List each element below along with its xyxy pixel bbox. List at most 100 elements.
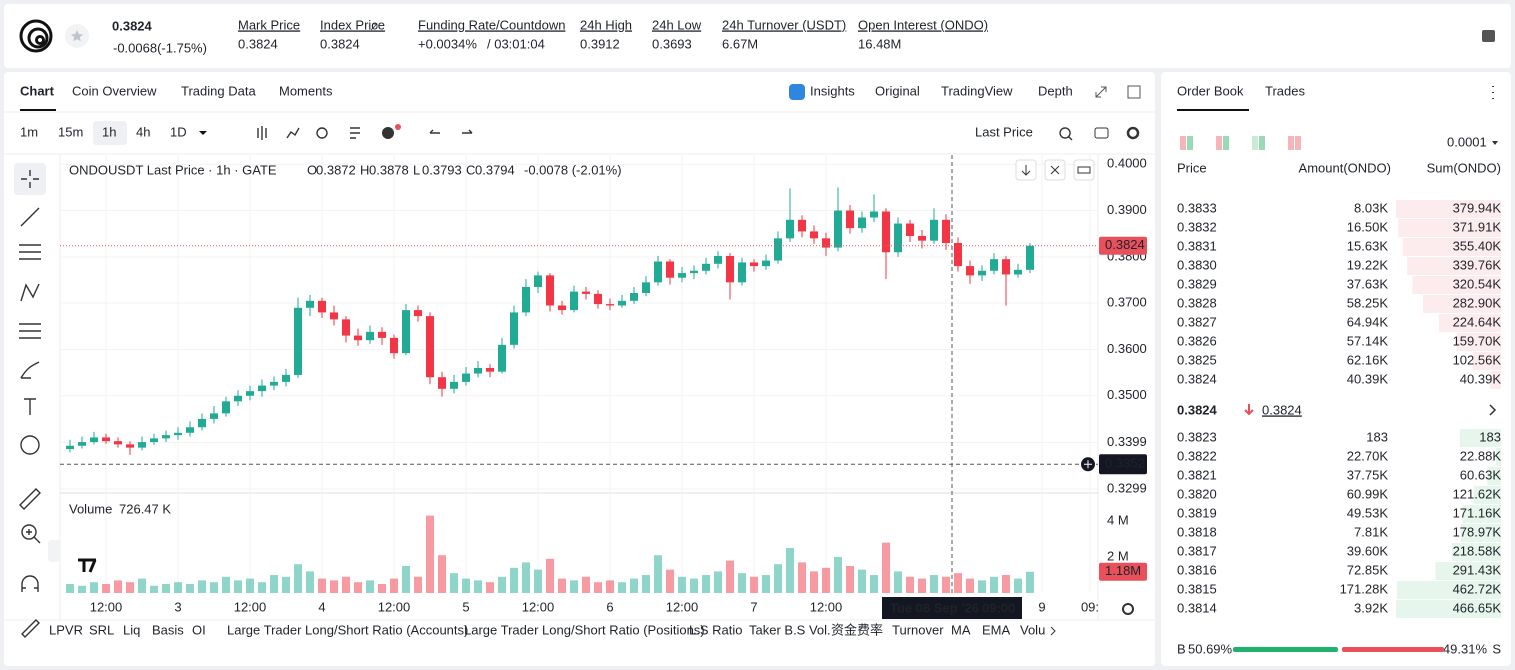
ob-view-green[interactable] (1295, 136, 1301, 150)
price-type[interactable]: Last Price (975, 124, 1033, 139)
doc-icon[interactable] (1482, 30, 1495, 42)
ob-price[interactable]: 0.3826 (1177, 333, 1217, 348)
candle-body (462, 373, 470, 382)
indicator[interactable]: MA (951, 622, 971, 637)
ob-price[interactable]: 0.3814 (1177, 600, 1217, 615)
view-tab[interactable]: Depth (1038, 83, 1073, 98)
ob-price[interactable]: 0.3816 (1177, 562, 1217, 577)
expand-icon[interactable] (1095, 86, 1107, 98)
volume-bar (582, 576, 590, 593)
indicator[interactable]: Large Trader Long/Short Ratio (Positions… (464, 622, 705, 637)
interval[interactable]: 1h (102, 124, 116, 139)
indicator-icon[interactable] (382, 127, 394, 139)
indicator[interactable]: Volu (1020, 622, 1045, 637)
volume-bar (966, 578, 974, 593)
volume-bar (786, 548, 794, 593)
ob-view-green[interactable] (1187, 136, 1193, 150)
ob-price[interactable]: 0.3820 (1177, 486, 1217, 501)
candle-body (822, 238, 830, 248)
ob-view-green[interactable] (1259, 136, 1265, 150)
candle-body (666, 261, 674, 278)
indicator[interactable]: Turnover (892, 622, 944, 637)
ob-price[interactable]: 0.3832 (1177, 219, 1217, 234)
interval[interactable]: 1D (170, 124, 187, 139)
ob-price[interactable]: 0.3825 (1177, 352, 1217, 367)
ob-precision[interactable]: 0.0001 (1447, 134, 1487, 149)
ob-tab[interactable]: Order Book (1177, 83, 1244, 98)
tab[interactable]: Coin Overview (72, 83, 157, 98)
ob-amount: 183 (1366, 429, 1388, 444)
volume-bar (858, 569, 866, 593)
window-icon[interactable] (1127, 85, 1141, 99)
ob-price[interactable]: 0.3822 (1177, 448, 1217, 463)
ob-price[interactable]: 0.3817 (1177, 543, 1217, 558)
ob-price[interactable]: 0.3824 (1177, 371, 1217, 386)
indicator[interactable]: LPVR (49, 622, 83, 637)
interval[interactable]: 15m (58, 124, 83, 139)
ob-price[interactable]: 0.3827 (1177, 314, 1217, 329)
indicator[interactable]: Liq (123, 622, 140, 637)
indicator[interactable]: OI (192, 622, 206, 637)
x-tick-label: 5 (462, 599, 469, 614)
view-tab[interactable]: TradingView (941, 83, 1013, 98)
ob-view-red[interactable] (1216, 136, 1222, 150)
ob-price[interactable]: 0.3821 (1177, 467, 1217, 482)
indicator[interactable]: SRL (89, 622, 114, 637)
view-tab[interactable]: Original (875, 83, 920, 98)
indicator[interactable]: Taker B.S Vol. (749, 622, 831, 637)
ob-view-red[interactable] (1288, 136, 1294, 150)
ob-price[interactable]: 0.3833 (1177, 200, 1217, 215)
refresh-icon[interactable] (316, 127, 328, 139)
indicator[interactable]: 资金费率 (831, 622, 883, 637)
toolbar-icons[interactable] (257, 126, 1073, 141)
sell-pct: 49.31% (1443, 641, 1488, 656)
settings-icon[interactable] (1126, 126, 1140, 140)
ob-price[interactable]: 0.3831 (1177, 238, 1217, 253)
ob-price[interactable]: 0.3828 (1177, 295, 1217, 310)
camera-icon[interactable] (1094, 127, 1109, 139)
y-tick-label: 0.3600 (1107, 341, 1147, 356)
interval[interactable]: 4h (136, 124, 150, 139)
indicator[interactable]: Basis (152, 622, 184, 637)
candle-body (870, 211, 878, 218)
volume-bar (366, 580, 374, 593)
collapse-tab[interactable] (48, 540, 60, 562)
ob-tab[interactable]: Trades (1265, 83, 1305, 98)
y-tick-label: 0.3399 (1107, 434, 1147, 449)
volume-bar (270, 575, 278, 593)
indicator[interactable]: L.S Ratio (689, 622, 742, 637)
ob-view-green[interactable] (1223, 136, 1229, 150)
more-arrow[interactable] (1050, 626, 1056, 636)
reset-icon[interactable] (1122, 603, 1134, 615)
ob-price[interactable]: 0.3829 (1177, 276, 1217, 291)
indicator[interactable]: EMA (982, 622, 1011, 637)
ob-sum: 282.90K (1453, 295, 1502, 310)
y-tick-label: 0.4000 (1107, 156, 1147, 171)
tab[interactable]: Trading Data (181, 83, 256, 98)
volume-bar (426, 515, 434, 593)
y-tick-label: 0.3700 (1107, 295, 1147, 310)
ob-view-red[interactable] (1180, 136, 1186, 150)
stat-value: 6.67M (722, 36, 758, 51)
interval[interactable]: 1m (20, 124, 38, 139)
volume-bar (1002, 575, 1010, 593)
chart-button[interactable] (1073, 159, 1095, 181)
ob-price[interactable]: 0.3830 (1177, 257, 1217, 272)
stat-label: Index Price (320, 17, 385, 32)
indicator[interactable]: Large Trader Long/Short Ratio (Accounts) (227, 622, 468, 637)
candle-body (774, 238, 782, 261)
x-tick-label: 12:00 (234, 599, 267, 614)
volume-bar (162, 584, 170, 593)
tab[interactable]: Chart (20, 83, 55, 98)
ob-price[interactable]: 0.3818 (1177, 524, 1217, 539)
ob-price[interactable]: 0.3823 (1177, 429, 1217, 444)
tab[interactable]: Moments (279, 83, 333, 98)
ob-view-red[interactable] (1252, 136, 1258, 150)
ob-chevron[interactable] (1489, 404, 1497, 416)
ob-price[interactable]: 0.3819 (1177, 505, 1217, 520)
legend-key: O (307, 162, 317, 177)
ob-price[interactable]: 0.3815 (1177, 581, 1217, 596)
drawing-tools[interactable] (14, 163, 46, 638)
view-tab[interactable]: Insights (810, 83, 855, 98)
x-tick-label: 9 (1038, 599, 1045, 614)
